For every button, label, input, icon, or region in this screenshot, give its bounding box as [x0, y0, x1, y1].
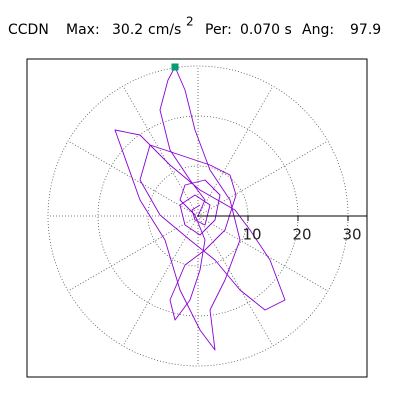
ang-label: Ang: [302, 22, 334, 38]
radial-grid-line [197, 215, 329, 292]
ang-value: 97.9 [350, 22, 381, 38]
per-value: 0.070 s [240, 22, 292, 38]
radial-grid-line [197, 215, 274, 347]
max-unit-exp: 2 [186, 15, 194, 29]
radial-grid-line [122, 85, 199, 217]
max-marker [171, 63, 179, 71]
radial-grid-line [122, 215, 199, 347]
station: CCDN [8, 22, 49, 38]
plot-frame [26, 58, 368, 378]
radial-grid-line [197, 140, 329, 217]
per-label: Per: [205, 22, 232, 38]
max-value: 30.2 [112, 22, 143, 38]
radial-grid-line [67, 140, 199, 217]
radial-grid-line [197, 85, 274, 217]
r-tick-label: 10 [242, 226, 261, 244]
max-unit: cm/s [148, 22, 181, 38]
trajectory [114, 66, 286, 351]
r-tick-label: 20 [292, 226, 311, 244]
max-label: Max: [66, 22, 100, 38]
r-tick-label: 30 [342, 226, 361, 244]
